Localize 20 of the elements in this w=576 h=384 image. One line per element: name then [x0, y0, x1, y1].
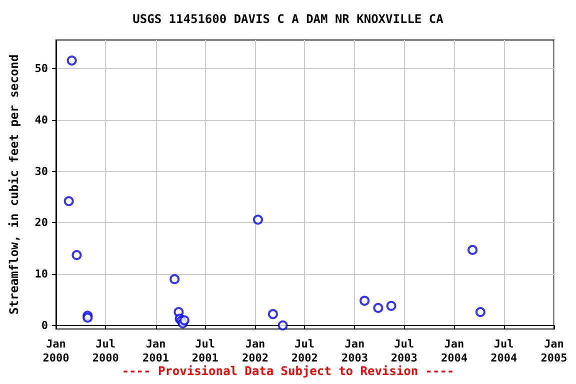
y-tick-label: 20 — [34, 216, 48, 230]
chart-title: USGS 11451600 DAVIS C A DAM NR KNOXVILLE CA — [132, 12, 444, 26]
y-axis-title: Streamflow, in cubic feet per second — [7, 54, 21, 315]
y-tick-label: 40 — [34, 114, 48, 127]
x-tick-label: Jan 2000 — [42, 338, 70, 364]
x-tick-label: Jan 2005 — [540, 338, 568, 364]
y-tick-label: 30 — [34, 164, 48, 178]
x-tick-label: Jul 2003 — [390, 338, 418, 364]
x-tick-label: Jan 2004 — [440, 338, 468, 364]
x-tick-label: Jan 2001 — [142, 338, 170, 364]
x-tick-label: Jan 2002 — [242, 338, 269, 364]
x-tick-label: Jul 2004 — [490, 338, 518, 364]
x-tick-label: Jul 2000 — [92, 338, 119, 364]
x-tick-label: Jan 2003 — [341, 338, 368, 364]
text: ---- Provisional Data Subject to Revision ---- — [122, 364, 454, 378]
x-tick-label: Jul 2001 — [192, 338, 219, 364]
y-tick-label: 0 — [41, 318, 48, 332]
y-tick-label: 50 — [34, 62, 48, 76]
x-tick-label: Jul 2002 — [291, 338, 318, 364]
y-tick-label: 10 — [34, 268, 48, 281]
